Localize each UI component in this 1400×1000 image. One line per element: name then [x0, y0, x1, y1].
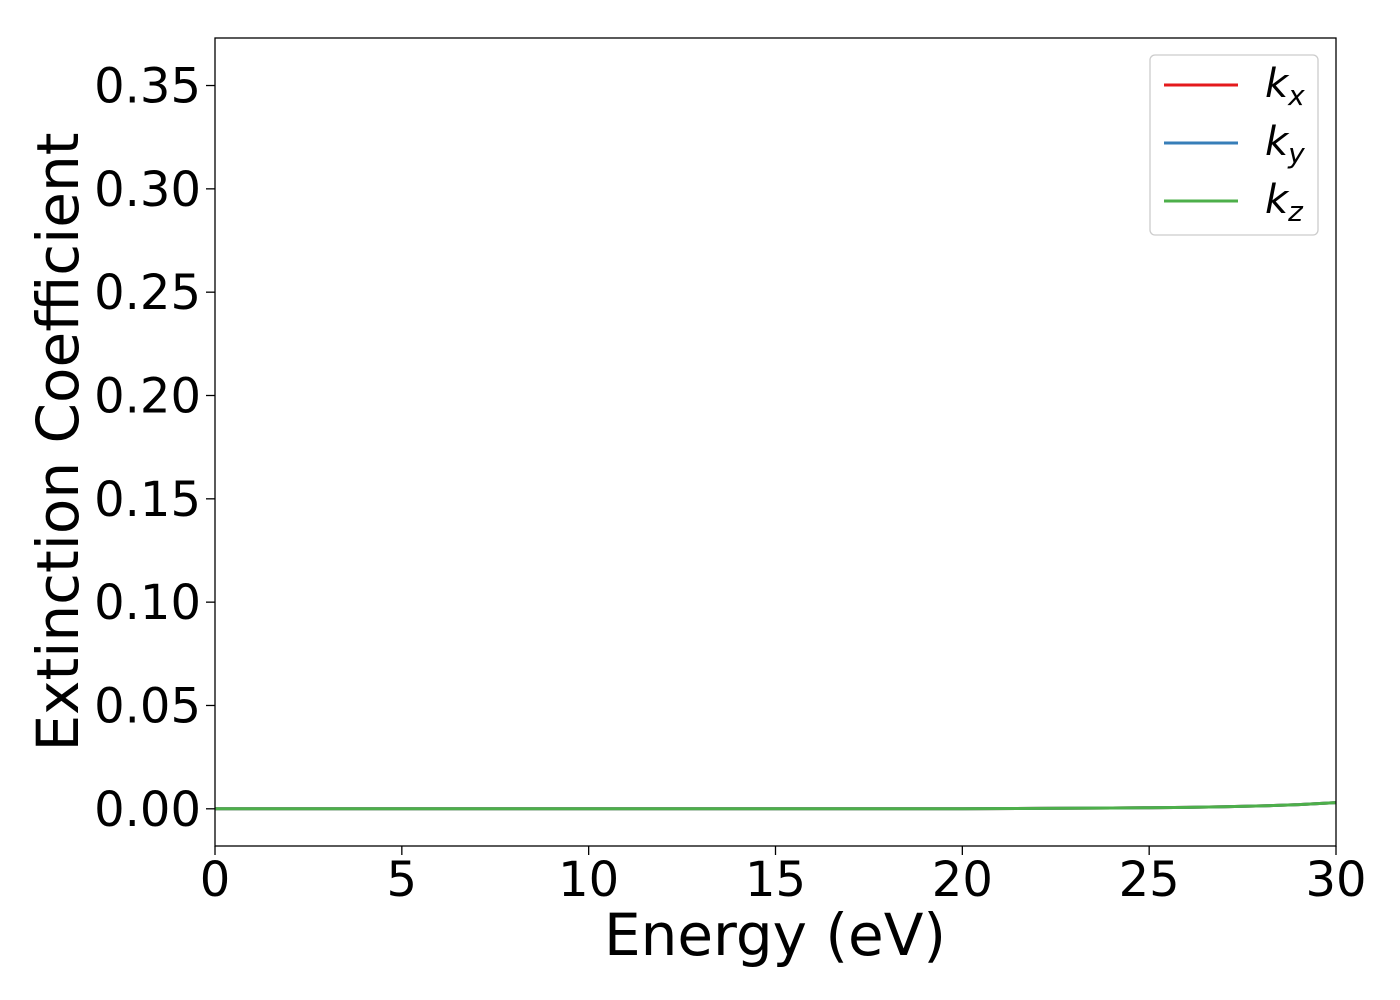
legend-box	[1149, 54, 1319, 236]
legend: kx ky kz	[1149, 54, 1319, 236]
y-tick-label: 0.05	[94, 678, 201, 734]
y-tick-label: 0.10	[94, 575, 201, 631]
y-axis: 0.00 0.05 0.10 0.15 0.20 0.25 0.30 0.35	[94, 59, 215, 838]
y-tick-label: 0.15	[94, 472, 201, 528]
y-tick-label: 0.20	[94, 369, 201, 425]
x-tick-label: 5	[387, 852, 418, 908]
plot-area	[215, 38, 1336, 846]
series-line-z	[215, 801, 1337, 811]
x-tick-label: 15	[745, 852, 806, 908]
legend-label-x: kx	[1265, 61, 1305, 112]
x-tick-label: 10	[558, 852, 619, 908]
y-tick-label: 0.00	[94, 782, 201, 838]
x-tick-label: 30	[1305, 852, 1366, 908]
y-axis-title: Extinction Coefficient	[24, 133, 92, 752]
legend-label-y: ky	[1265, 119, 1305, 170]
x-tick-label: 20	[932, 852, 993, 908]
x-axis: 0 5 10 15 20 25 30	[200, 846, 1367, 908]
series-layer	[215, 801, 1337, 811]
y-tick-label: 0.35	[94, 59, 201, 115]
x-tick-label: 0	[200, 852, 231, 908]
legend-label-z: kz	[1265, 177, 1304, 228]
y-tick-label: 0.30	[94, 162, 201, 218]
y-tick-label: 0.25	[94, 265, 201, 321]
x-tick-label: 25	[1119, 852, 1180, 908]
x-axis-title: Energy (eV)	[604, 901, 946, 969]
